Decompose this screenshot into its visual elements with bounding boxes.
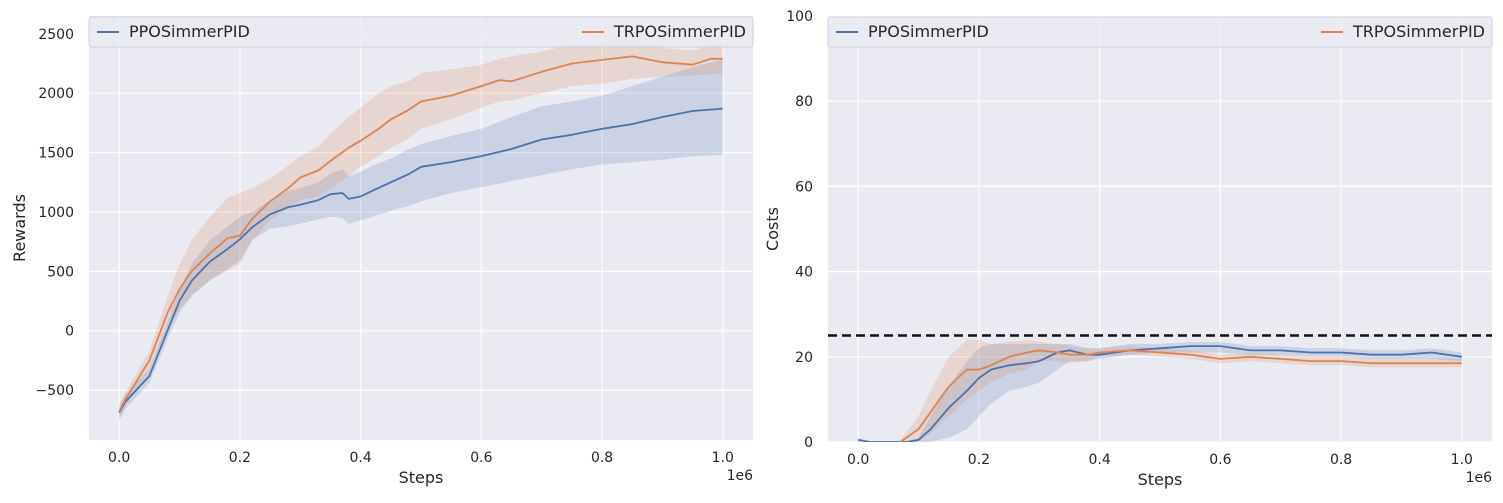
series-band-2 bbox=[119, 39, 723, 419]
y-tick-label: 1000 bbox=[38, 205, 74, 221]
series-line-1 bbox=[858, 345, 1462, 442]
series-line-1 bbox=[118, 107, 723, 414]
series-band-1 bbox=[858, 341, 1462, 442]
x-axis-label: Steps bbox=[399, 468, 444, 487]
y-tick-label: 2000 bbox=[38, 86, 74, 102]
y-axis-label: Rewards bbox=[10, 194, 29, 262]
y-tick-label: 40 bbox=[795, 265, 813, 281]
chart-panel-2: 0.0 0.2 0.4 0.6 0.8 1.0 0 20 40 60 80 100 Steps Costs… bbox=[763, 9, 1493, 489]
legend-label-1: PPOSimmerPID bbox=[129, 22, 250, 41]
legend: PPOSimmerPID TRPOSimmerPID bbox=[827, 16, 1493, 48]
y-tick-label: 20 bbox=[795, 350, 813, 366]
x-offset-label: 1e6 bbox=[727, 468, 754, 484]
y-tick-label: 500 bbox=[47, 264, 74, 280]
x-tick-label: 1.0 bbox=[1451, 452, 1473, 468]
x-tick-label: 0.0 bbox=[108, 450, 130, 466]
chart-panel-1: 0.0 0.2 0.4 0.6 0.8 1.0 −500 0 500 1000 1500 2000 25… bbox=[10, 16, 754, 487]
series-line-2 bbox=[118, 55, 723, 412]
plot-area bbox=[828, 16, 1492, 442]
y-tick-label: 0 bbox=[804, 435, 813, 451]
series-line-2 bbox=[899, 349, 1462, 442]
x-tick-label: 0.2 bbox=[229, 450, 251, 466]
x-tick-label: 0.0 bbox=[847, 452, 869, 468]
series-band-2 bbox=[900, 339, 1462, 442]
x-tick-label: 0.4 bbox=[1089, 452, 1111, 468]
x-tick-label: 0.4 bbox=[350, 450, 372, 466]
x-axis-label: Steps bbox=[1138, 470, 1183, 489]
x-tick-label: 0.2 bbox=[968, 452, 990, 468]
x-tick-label: 0.8 bbox=[591, 450, 613, 466]
legend-label-1: PPOSimmerPID bbox=[868, 22, 989, 41]
y-tick-label: 1500 bbox=[38, 146, 74, 162]
legend-label-2: TRPOSimmerPID bbox=[1352, 22, 1485, 41]
y-tick-label: −500 bbox=[36, 383, 74, 399]
plot-content bbox=[858, 339, 1462, 442]
y-tick-label: 0 bbox=[65, 324, 74, 340]
x-tick-label: 0.8 bbox=[1330, 452, 1352, 468]
y-tick-label: 80 bbox=[795, 94, 813, 110]
y-tick-label: 2500 bbox=[38, 27, 74, 43]
x-offset-label: 1e6 bbox=[1466, 470, 1493, 486]
legend-frame bbox=[88, 16, 754, 48]
legend-frame bbox=[827, 16, 1493, 48]
legend: PPOSimmerPID TRPOSimmerPID bbox=[88, 16, 754, 48]
y-tick-label: 100 bbox=[786, 9, 813, 25]
series-band-1 bbox=[119, 59, 723, 422]
y-tick-label: 60 bbox=[795, 179, 813, 195]
plot-content bbox=[118, 39, 723, 422]
x-tick-label: 0.6 bbox=[470, 450, 492, 466]
legend-label-2: TRPOSimmerPID bbox=[613, 22, 746, 41]
x-tick-label: 1.0 bbox=[712, 450, 734, 466]
x-tick-label: 0.6 bbox=[1209, 452, 1231, 468]
plot-area bbox=[89, 16, 753, 440]
y-axis-label: Costs bbox=[763, 207, 782, 251]
